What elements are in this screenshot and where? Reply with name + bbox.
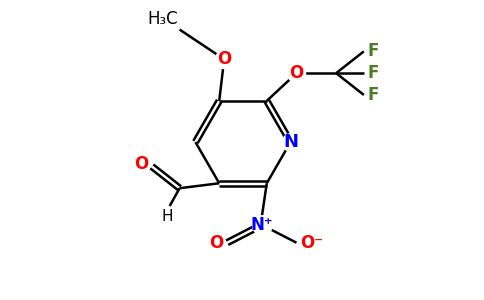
Text: O: O: [135, 155, 149, 173]
Text: O: O: [209, 234, 223, 252]
Text: F: F: [368, 64, 379, 82]
Text: O⁻: O⁻: [301, 234, 323, 252]
Text: O: O: [289, 64, 303, 82]
Text: F: F: [368, 42, 379, 60]
Text: H: H: [162, 209, 173, 224]
Text: N⁺: N⁺: [251, 216, 273, 234]
Text: O: O: [217, 50, 231, 68]
Text: H₃C: H₃C: [147, 10, 178, 28]
Text: F: F: [368, 86, 379, 104]
Text: N: N: [283, 133, 298, 151]
